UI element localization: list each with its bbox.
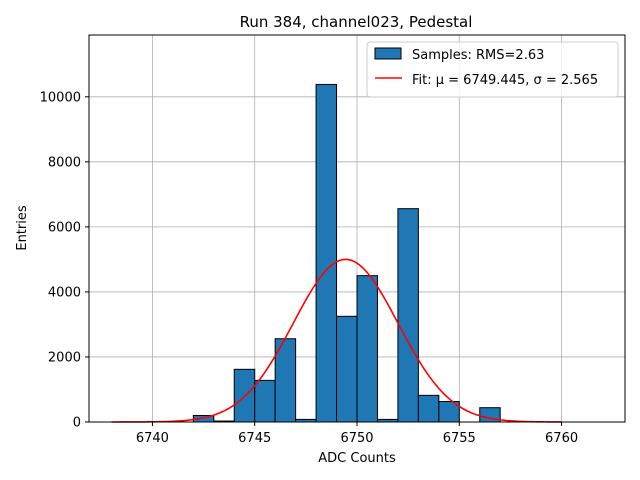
legend-box bbox=[366, 41, 619, 98]
legend-label-samples: Samples: RMS=2.63 bbox=[412, 48, 544, 63]
x-axis-ticks: 6740 6745 6750 6755 6760 bbox=[136, 422, 578, 446]
x-tick-label: 6740 bbox=[136, 431, 169, 446]
x-tick-label: 6755 bbox=[443, 431, 476, 446]
y-axis-ticks: 0 2000 4000 6000 8000 10000 bbox=[40, 90, 89, 431]
histogram-bar bbox=[417, 394, 440, 423]
histogram-bar bbox=[397, 208, 419, 423]
x-tick-label: 6750 bbox=[340, 431, 373, 446]
legend-label-fit: Fit: μ = 6749.445, σ = 2.565 bbox=[412, 73, 598, 88]
x-tick-label: 6760 bbox=[545, 431, 578, 446]
y-tick-label: 2000 bbox=[48, 350, 81, 365]
x-tick-label: 6745 bbox=[238, 431, 271, 446]
fit-curve-group bbox=[111, 258, 562, 423]
histogram-bar bbox=[315, 83, 338, 423]
y-tick-label: 10000 bbox=[40, 90, 81, 105]
legend: Samples: RMS=2.63 Fit: μ = 6749.445, σ =… bbox=[366, 41, 619, 98]
y-tick-label: 8000 bbox=[48, 155, 81, 170]
x-axis-label: ADC Counts bbox=[318, 451, 396, 466]
chart-title: Run 384, channel023, Pedestal bbox=[240, 13, 473, 31]
histogram-bar bbox=[356, 275, 378, 423]
fit-curve bbox=[111, 258, 562, 423]
y-tick-label: 6000 bbox=[48, 220, 81, 235]
histogram-bar bbox=[336, 315, 358, 423]
y-tick-label: 4000 bbox=[48, 285, 81, 300]
y-tick-label: 0 bbox=[73, 416, 81, 431]
histogram-bar bbox=[254, 379, 276, 423]
legend-swatch-samples bbox=[374, 47, 402, 60]
y-axis-label: Entries bbox=[15, 205, 30, 251]
